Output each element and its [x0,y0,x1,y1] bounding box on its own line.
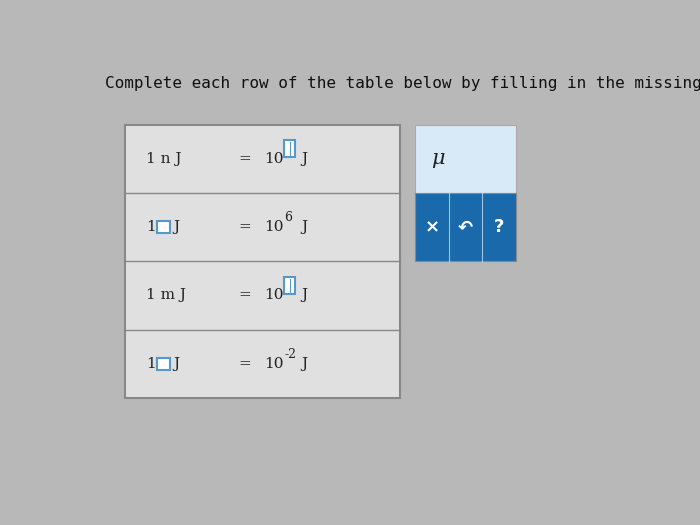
Text: 10: 10 [264,357,284,371]
Bar [158,221,169,233]
Text: μ: μ [430,149,444,169]
Text: 1: 1 [146,220,156,234]
Text: J: J [173,357,179,371]
Text: =: = [239,288,251,302]
Text: 10: 10 [264,220,284,234]
Text: 1 m J: 1 m J [146,288,186,302]
Text: ×: × [425,218,440,236]
Text: 10: 10 [264,152,284,166]
Text: J: J [302,152,307,166]
Text: =: = [239,220,251,234]
Text: 6: 6 [284,211,293,224]
Text: J: J [173,220,179,234]
Text: Complete each row of the table below by filling in the missing pref: Complete each row of the table below by … [104,76,700,91]
Bar [284,140,295,157]
Bar [415,193,516,261]
Text: -2: -2 [284,348,296,361]
Text: 1: 1 [146,357,156,371]
Bar [415,124,516,193]
Text: 10: 10 [264,288,284,302]
Text: J: J [302,357,307,371]
Text: =: = [239,357,251,371]
Text: J: J [302,288,307,302]
Text: 1 n J: 1 n J [146,152,182,166]
Text: ↶: ↶ [458,218,473,236]
Text: =: = [239,152,251,166]
Bar [284,277,295,294]
Text: J: J [302,220,307,234]
Bar [158,358,169,370]
Text: ?: ? [494,218,505,236]
Bar [125,124,400,398]
